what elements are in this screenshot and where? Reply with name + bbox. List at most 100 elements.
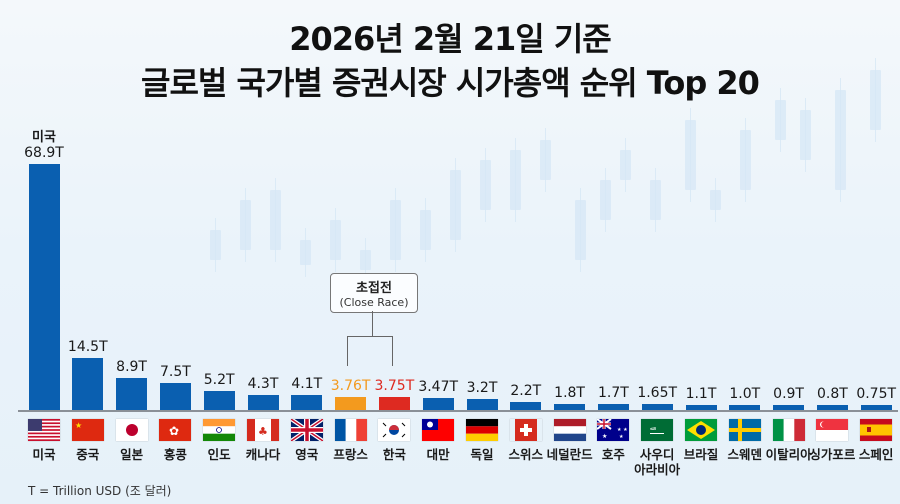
- value-label: 2.2T: [510, 383, 542, 400]
- country-label: 네덜란드: [540, 447, 600, 462]
- country-label: 미국: [14, 447, 74, 462]
- bar-fr: [335, 396, 367, 410]
- country-name: 홍콩: [163, 447, 187, 462]
- value-label: 3.2T: [466, 379, 498, 396]
- value-label: 5.2T: [203, 372, 235, 389]
- value-label: 68.9T: [24, 145, 64, 161]
- country-label: 대만: [408, 447, 468, 462]
- country-name: 인도: [207, 447, 231, 462]
- country-name: 일본: [120, 447, 144, 462]
- close-race-callout: 초접전 (Close Race): [330, 273, 418, 313]
- bar-gb: [291, 395, 323, 410]
- country-label: 일본: [102, 447, 162, 462]
- value-label: 1.8T: [554, 384, 585, 401]
- bar-jp: [116, 378, 148, 410]
- flag-tw-icon: [422, 419, 455, 441]
- svg-text:★ ★: ★ ★: [617, 427, 628, 433]
- flag-kr-icon: [378, 419, 411, 441]
- bar-us: [28, 164, 60, 410]
- country-label: 한국: [364, 447, 424, 462]
- country-name: 독일: [470, 447, 494, 462]
- value-label: 4.3T: [247, 375, 279, 392]
- country-label: 이탈리아: [759, 447, 819, 462]
- flag-es-icon: [860, 419, 893, 441]
- flag-se-icon: [728, 419, 761, 441]
- country-name-line2: 아라비아: [634, 462, 681, 477]
- country-name: 스웨덴: [727, 447, 763, 462]
- value-label: 1.1T: [685, 386, 717, 402]
- country-name: 대만: [426, 447, 450, 462]
- country-name: 스위스: [508, 447, 544, 462]
- country-label: 영국: [277, 447, 337, 462]
- flag-it-icon: [772, 419, 805, 441]
- svg-text:★: ★: [619, 434, 624, 440]
- bar-br: [685, 405, 717, 410]
- flag-cn-icon: ★: [71, 419, 104, 441]
- value-label: 3.76T: [330, 377, 371, 394]
- country-name: 사우디: [639, 447, 675, 462]
- flag-gb-icon: [290, 419, 323, 441]
- flag-de-icon: [466, 419, 498, 441]
- chart-title-date: 2026년 2월 21일 기준: [289, 20, 611, 58]
- value-label: 7.5T: [159, 364, 191, 381]
- value-label: 3.75T: [374, 377, 415, 394]
- country-name: 스페인: [858, 447, 894, 462]
- country-name: 한국: [382, 447, 406, 462]
- country-label: 스위스: [496, 447, 556, 462]
- value-label: 8.9T: [116, 359, 147, 376]
- value-label: 0.9T: [773, 386, 804, 402]
- bar-es: [860, 405, 892, 410]
- bar-nl: [554, 403, 586, 410]
- country-name: 이탈리아: [765, 447, 812, 462]
- callout-english: (Close Race): [339, 296, 409, 309]
- country-label: 중국: [58, 447, 118, 462]
- bar-se: [729, 405, 761, 410]
- bar-au: [597, 403, 629, 410]
- country-name: 호주: [601, 447, 625, 462]
- flag-sg-icon: [816, 419, 849, 441]
- flag-ch-icon: [510, 419, 542, 441]
- country-label: 브라질: [671, 447, 731, 462]
- country-label: 호주: [583, 447, 643, 462]
- country-name: 브라질: [683, 447, 719, 462]
- country-label: 스웨덴: [715, 447, 775, 462]
- callout-korean: 초접전: [356, 281, 392, 296]
- bar-in: [203, 391, 235, 410]
- bar-it: [773, 405, 805, 410]
- bar-de: [466, 398, 498, 410]
- country-label: 프랑스: [321, 447, 381, 462]
- flag-ca-icon: ♣: [247, 419, 279, 441]
- x-axis-baseline: [18, 410, 898, 412]
- unit-footnote: T = Trillion USD (조 달러): [28, 484, 172, 498]
- flag-br-icon: [685, 419, 717, 441]
- bar-sa: [641, 404, 673, 410]
- flag-in-icon: [203, 419, 236, 441]
- country-name: 중국: [76, 447, 100, 462]
- value-label: 14.5T: [67, 339, 108, 356]
- bar-tw: [422, 397, 454, 410]
- callout-connector: [372, 311, 373, 336]
- country-name: 영국: [295, 447, 319, 462]
- flag-sa-icon: ﷲ: [641, 419, 674, 441]
- country-name: 싱가포르: [809, 447, 856, 462]
- value-label: 1.7T: [597, 384, 629, 401]
- chart-title-main: 글로벌 국가별 증권시장 시가총액 순위 Top 20: [141, 64, 760, 102]
- svg-text:★: ★: [75, 421, 82, 430]
- flag-hk-icon: ✿: [159, 419, 192, 441]
- svg-text:✿: ✿: [169, 424, 179, 438]
- bar-cn: [72, 358, 104, 410]
- country-name: 프랑스: [333, 447, 368, 462]
- flag-us-icon: [28, 419, 60, 441]
- svg-text:★: ★: [602, 433, 607, 440]
- country-name: 미국: [32, 447, 56, 462]
- country-label: 싱가포르: [802, 447, 862, 462]
- svg-text:♣: ♣: [258, 425, 268, 438]
- top-country-label: 미국: [32, 130, 56, 145]
- value-label: 1.0T: [729, 386, 761, 402]
- bar-ch: [510, 402, 542, 410]
- flag-nl-icon: [553, 419, 586, 441]
- bar-sg: [816, 405, 848, 410]
- country-label: 사우디 아라비아: [627, 447, 687, 477]
- bar-ca: [247, 394, 279, 410]
